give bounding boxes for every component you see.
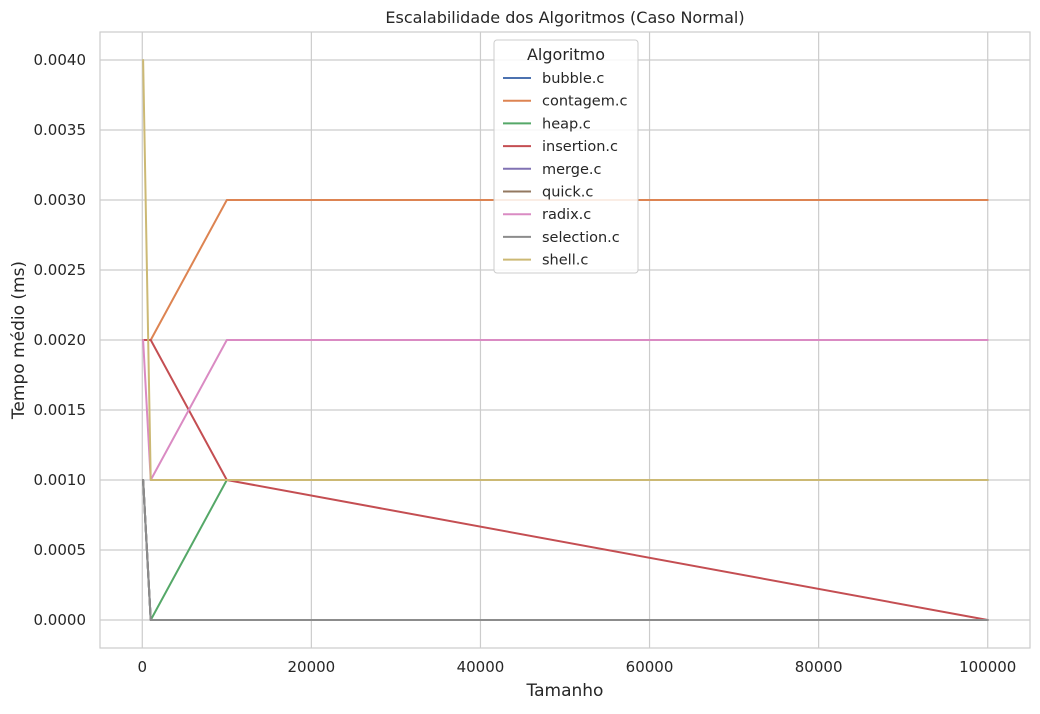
y-tick-label: 0.0005 <box>34 541 87 559</box>
legend-label: contagem.c <box>542 94 627 110</box>
x-tick-labels: 0 20000 40000 60000 80000 100000 <box>137 658 1016 676</box>
y-tick-label: 0.0010 <box>34 471 87 489</box>
x-tick-label: 0 <box>137 658 147 676</box>
legend-items: bubble.c contagem.c heap.c insertion.c merge… <box>503 71 627 269</box>
legend-title: Algoritmo <box>527 45 605 64</box>
series-line-shell-c <box>142 59 989 481</box>
legend-label: shell.c <box>542 253 588 269</box>
x-tick-label: 60000 <box>626 658 674 676</box>
x-tick-label: 100000 <box>959 658 1016 676</box>
series-line-radix-c <box>142 339 989 481</box>
y-tick-label: 0.0030 <box>34 191 87 209</box>
y-axis-label: Tempo médio (ms) <box>9 261 29 420</box>
plot-frame <box>99 31 1031 649</box>
legend-label: quick.c <box>542 185 593 201</box>
x-tick-label: 80000 <box>795 658 843 676</box>
x-tick-label: 40000 <box>457 658 505 676</box>
y-tick-label: 0.0000 <box>34 611 87 629</box>
y-tick-labels: 0.0000 0.0005 0.0010 0.0015 0.0020 0.0025 0.00… <box>34 51 87 629</box>
legend-label: radix.c <box>542 207 591 223</box>
y-tick-label: 0.0025 <box>34 261 87 279</box>
y-tick-label: 0.0035 <box>34 121 87 139</box>
x-tick-label: 20000 <box>288 658 336 676</box>
legend-label: insertion.c <box>542 139 618 155</box>
legend: Algoritmo bubble.c contagem.c heap.c insert… <box>493 39 639 274</box>
y-tick-label: 0.0015 <box>34 401 87 419</box>
series-lines <box>142 59 989 621</box>
y-tick-label: 0.0020 <box>34 331 87 349</box>
y-tick-label: 0.0040 <box>34 51 87 69</box>
legend-label: heap.c <box>542 116 591 132</box>
legend-label: bubble.c <box>542 71 604 87</box>
legend-label: merge.c <box>542 162 601 178</box>
x-axis-label: Tamanho <box>526 681 604 701</box>
series-line-selection-c <box>142 479 989 621</box>
legend-label: selection.c <box>542 230 620 246</box>
chart-title: Escalabilidade dos Algoritmos (Caso Norm… <box>385 8 744 27</box>
